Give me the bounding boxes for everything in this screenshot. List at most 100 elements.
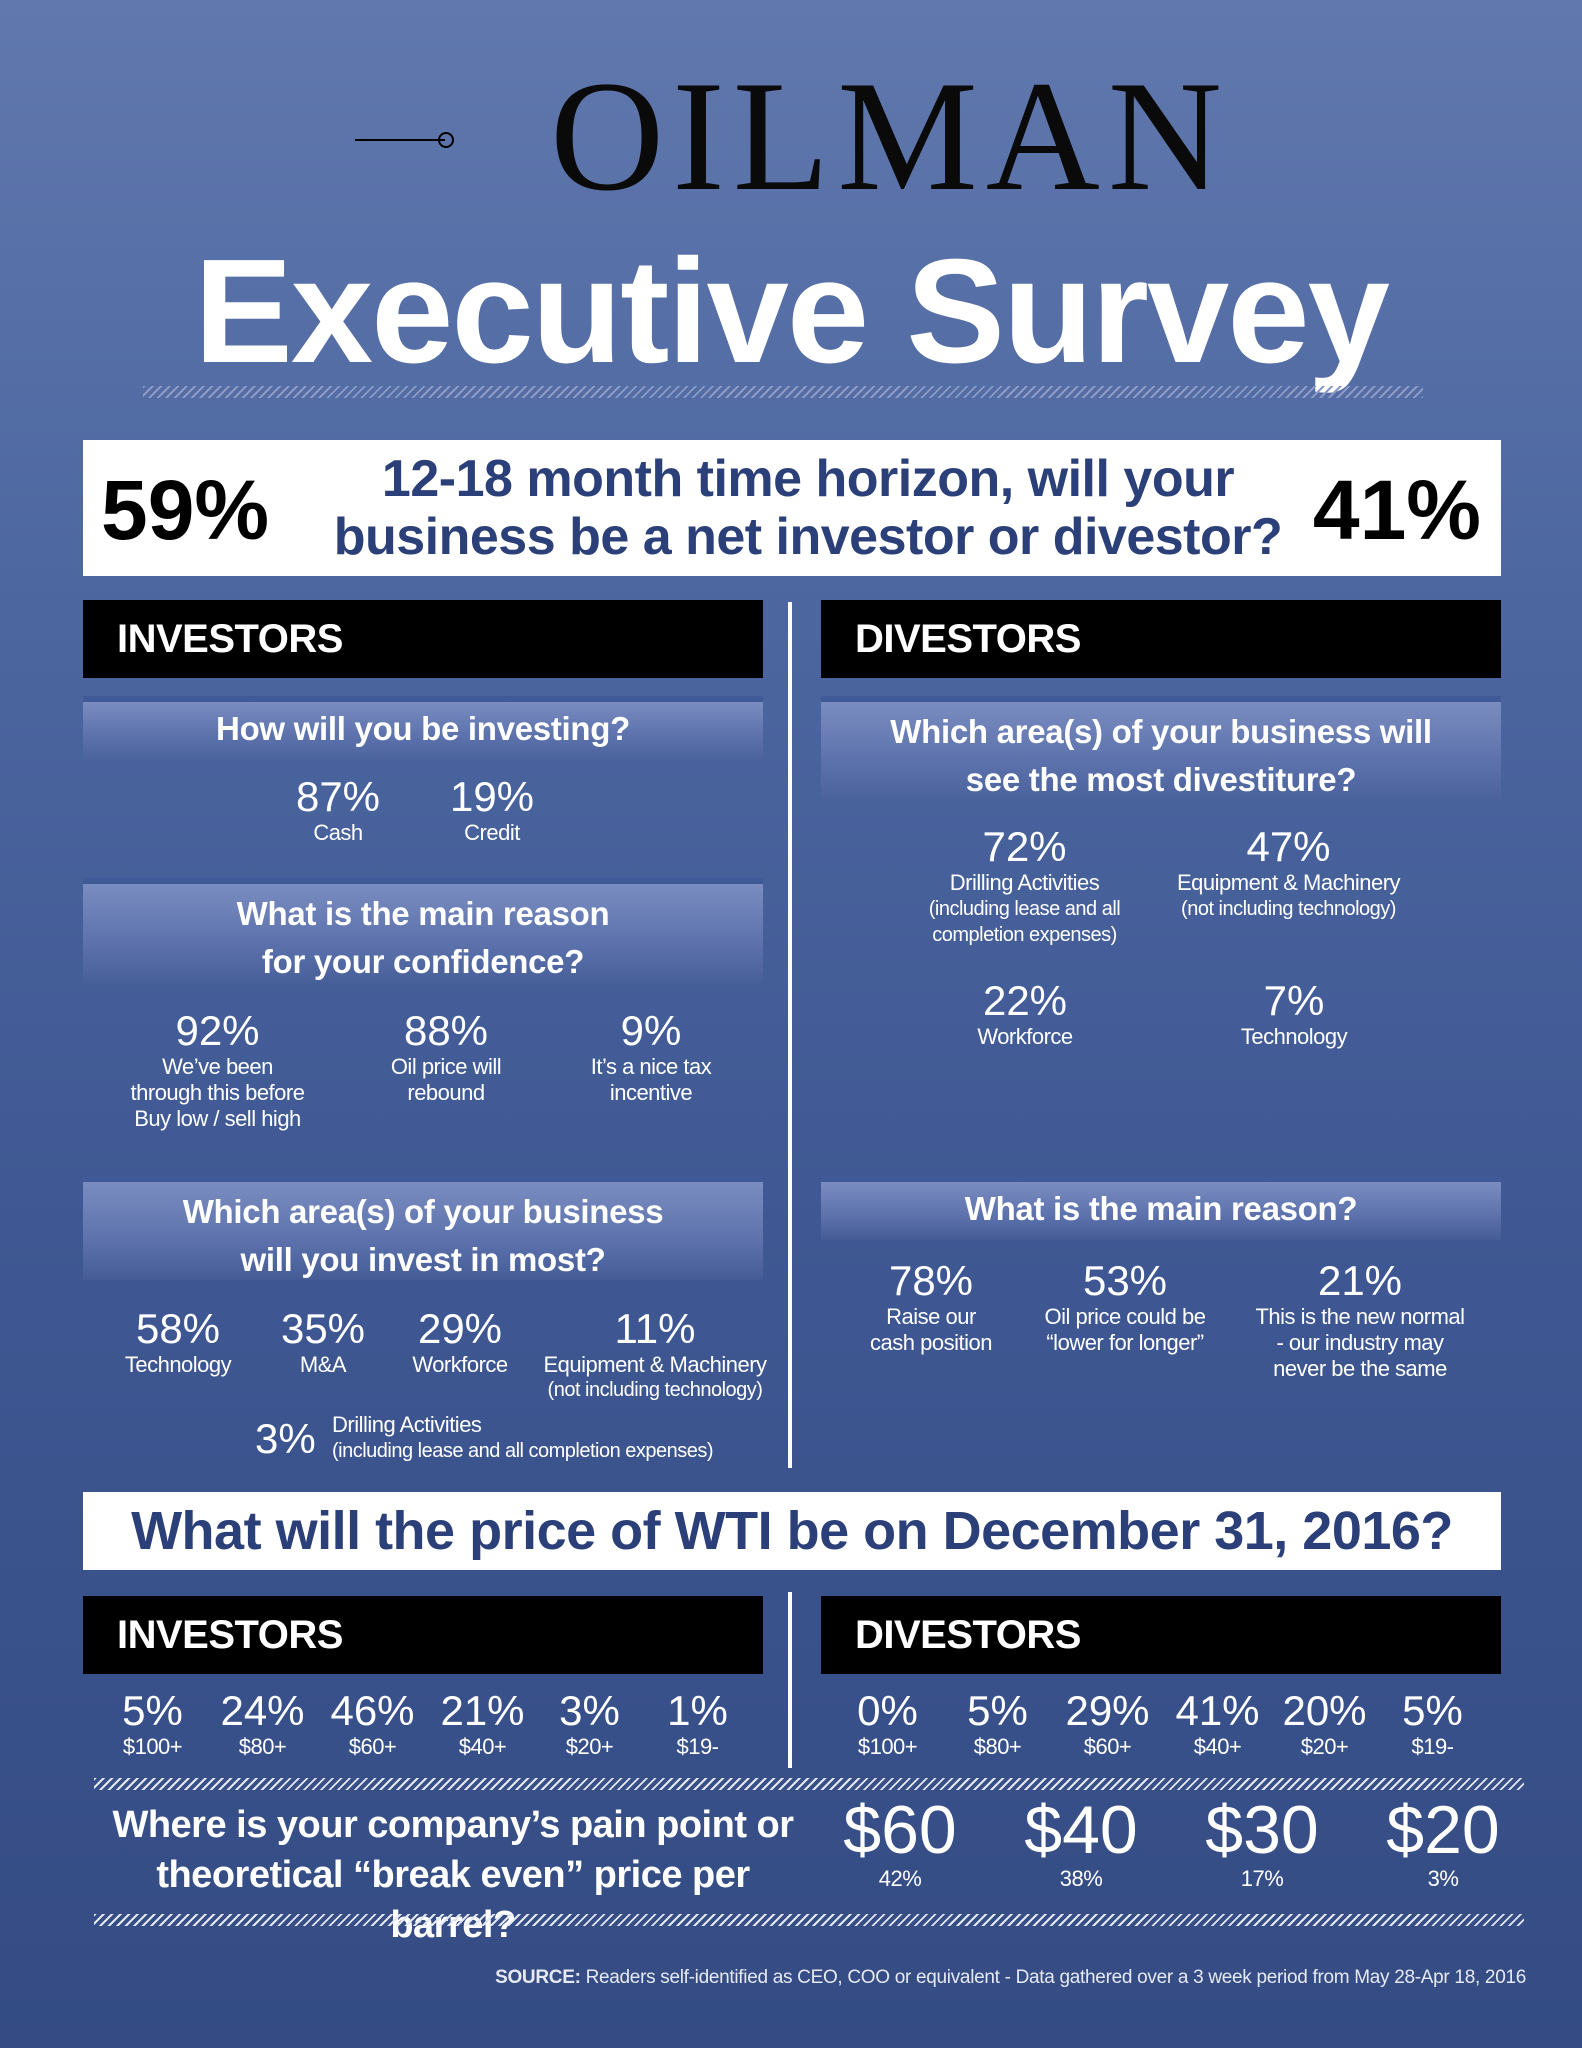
stat-price: $40+ bbox=[458, 1734, 507, 1759]
stat-percentage: 47% bbox=[1246, 823, 1331, 870]
source-label: SOURCE: bbox=[495, 1967, 581, 1988]
wti-stat: 21% $40+ bbox=[430, 1688, 535, 1760]
divestors-q2-stat-cash: 78% Raise our cash position bbox=[850, 1258, 1012, 1356]
investors-q1-stat-cash: 87% Cash bbox=[278, 774, 398, 846]
stat-percentage: 38% bbox=[1059, 1866, 1103, 1891]
wti-stat: 5% $100+ bbox=[100, 1688, 205, 1760]
stat-label: Raise our cash position bbox=[870, 1304, 992, 1355]
breakeven-question: Where is your company’s pain point or th… bbox=[112, 1804, 794, 1946]
divestors-q1-stat-workforce: 22% Workforce bbox=[955, 978, 1095, 1050]
stat-price: $30 bbox=[1205, 1792, 1319, 1868]
stat-percentage: 3% bbox=[255, 1415, 316, 1462]
horizon-question: 12-18 month time horizon, will your busi… bbox=[333, 450, 1283, 566]
wti-stat: 5% $80+ bbox=[945, 1688, 1050, 1760]
column-divider bbox=[788, 602, 792, 1468]
title-underline-decoration bbox=[143, 386, 1423, 398]
stat-label: Technology bbox=[1240, 1024, 1348, 1049]
stat-percentage: 19% bbox=[449, 773, 535, 820]
stat-label: Equipment & Machinery bbox=[1176, 870, 1401, 895]
divestors-q1-stat-drilling: 72% Drilling Activities (including lease… bbox=[912, 824, 1137, 948]
stat-label: Technology bbox=[124, 1352, 232, 1377]
investors-q3-stat-technology: 58% Technology bbox=[118, 1306, 238, 1378]
oilman-logo: OILMAN bbox=[350, 58, 1230, 216]
stat-label: Oil price will rebound bbox=[390, 1054, 502, 1105]
stat-price: $19- bbox=[676, 1734, 719, 1759]
divestors-q1-stat-technology: 7% Technology bbox=[1224, 978, 1364, 1050]
stat-percentage: 53% bbox=[1082, 1257, 1168, 1304]
wti-question-box: What will the price of WTI be on Decembe… bbox=[83, 1492, 1501, 1570]
investors-q3-stat-ma: 35% M&A bbox=[268, 1306, 378, 1378]
breakeven-stat-60: $60 42% bbox=[830, 1794, 970, 1892]
stat-price: $20 bbox=[1386, 1792, 1500, 1868]
investors-header: INVESTORS bbox=[83, 600, 763, 678]
breakeven-stat-30: $30 17% bbox=[1192, 1794, 1332, 1892]
wti-stat: 1% $19- bbox=[645, 1688, 750, 1760]
stat-percentage: 29% bbox=[1065, 1687, 1150, 1734]
stat-price: $100+ bbox=[857, 1734, 918, 1759]
stat-price: $40+ bbox=[1193, 1734, 1242, 1759]
investor-percentage: 59% bbox=[101, 463, 270, 557]
wti-stat: 0% $100+ bbox=[835, 1688, 940, 1760]
investors-q2-stat-tax: 9% It’s a nice tax incentive bbox=[566, 1008, 736, 1106]
stat-label: This is the new normal - our industry ma… bbox=[1255, 1304, 1465, 1381]
divestors-q2-stat-lower: 53% Oil price could be “lower for longer… bbox=[1032, 1258, 1218, 1356]
stat-label: Credit bbox=[464, 820, 520, 845]
wti-stat: 3% $20+ bbox=[537, 1688, 642, 1760]
breakeven-stat-20: $20 3% bbox=[1373, 1794, 1513, 1892]
investors-q2-stat-experience: 92% We’ve been through this before Buy l… bbox=[110, 1008, 325, 1132]
stat-label: Cash bbox=[313, 820, 363, 845]
stat-price: $40 bbox=[1024, 1792, 1138, 1868]
investors-q3-stat-workforce: 29% Workforce bbox=[400, 1306, 520, 1378]
stat-percentage: 46% bbox=[330, 1687, 415, 1734]
stat-percentage: 0% bbox=[857, 1687, 918, 1734]
wti-stat: 24% $80+ bbox=[210, 1688, 315, 1760]
wti-investors-header: INVESTORS bbox=[83, 1596, 763, 1674]
wti-stat: 20% $20+ bbox=[1272, 1688, 1377, 1760]
stat-percentage: 22% bbox=[982, 977, 1068, 1024]
stat-percentage: 17% bbox=[1240, 1866, 1284, 1891]
stat-label: We’ve been through this before Buy low /… bbox=[130, 1054, 305, 1131]
investors-q1-question: How will you be investing? bbox=[83, 696, 763, 760]
stat-percentage: 88% bbox=[403, 1007, 489, 1054]
stat-percentage: 87% bbox=[295, 773, 381, 820]
stat-sublabel: (not including technology) bbox=[1181, 898, 1396, 920]
breakeven-stat-40: $40 38% bbox=[1011, 1794, 1151, 1892]
stat-price: $60+ bbox=[348, 1734, 397, 1759]
stat-label: Workforce bbox=[412, 1352, 508, 1377]
wti-divestors-header: DIVESTORS bbox=[821, 1596, 1501, 1674]
stat-label: It’s a nice tax incentive bbox=[590, 1054, 712, 1105]
stat-percentage: 1% bbox=[667, 1687, 728, 1734]
divestors-q1-question: Which area(s) of your business will see … bbox=[821, 696, 1501, 800]
stat-price: $19- bbox=[1411, 1734, 1454, 1759]
stat-price: $100+ bbox=[122, 1734, 183, 1759]
investors-q3-stat-equipment: 11% Equipment & Machinery (not including… bbox=[535, 1306, 775, 1402]
divestors-q1-question-text: Which area(s) of your business will see … bbox=[890, 713, 1432, 798]
stat-price: $60+ bbox=[1083, 1734, 1132, 1759]
oilman-logo-mark bbox=[355, 132, 454, 148]
stat-percentage: 5% bbox=[122, 1687, 183, 1734]
stat-percentage: 41% bbox=[1175, 1687, 1260, 1734]
stat-sublabel: (including lease and all completion expe… bbox=[332, 1440, 714, 1462]
breakeven-bottom-divider bbox=[94, 1914, 1524, 1926]
source-text: Readers self-identified as CEO, COO or e… bbox=[585, 1967, 1527, 1988]
investors-q3-question-text: Which area(s) of your business will you … bbox=[182, 1193, 664, 1278]
divestors-q2-question-text: What is the main reason? bbox=[964, 1190, 1358, 1227]
stat-percentage: 3% bbox=[1427, 1866, 1459, 1891]
stat-label: Drilling Activities bbox=[949, 870, 1100, 895]
stat-sublabel: (not including technology) bbox=[547, 1379, 763, 1401]
stat-percentage: 5% bbox=[967, 1687, 1028, 1734]
stat-percentage: 21% bbox=[1317, 1257, 1403, 1304]
wti-stat: 29% $60+ bbox=[1055, 1688, 1160, 1760]
stat-percentage: 29% bbox=[417, 1305, 503, 1352]
investors-q1-question-text: How will you be investing? bbox=[216, 710, 630, 747]
stat-percentage: 92% bbox=[175, 1007, 260, 1054]
stat-percentage: 20% bbox=[1282, 1687, 1367, 1734]
investors-q2-question-text: What is the main reason for your confide… bbox=[236, 895, 610, 980]
stat-percentage: 24% bbox=[220, 1687, 305, 1734]
stat-percentage: 5% bbox=[1402, 1687, 1463, 1734]
divestors-q1-stat-equipment: 47% Equipment & Machinery (not including… bbox=[1166, 824, 1411, 922]
stat-percentage: 35% bbox=[280, 1305, 366, 1352]
investors-q2-question: What is the main reason for your confide… bbox=[83, 878, 763, 982]
stat-label: Drilling Activities bbox=[332, 1412, 482, 1437]
source-footnote: SOURCE: Readers self-identified as CEO, … bbox=[495, 1966, 1526, 1990]
